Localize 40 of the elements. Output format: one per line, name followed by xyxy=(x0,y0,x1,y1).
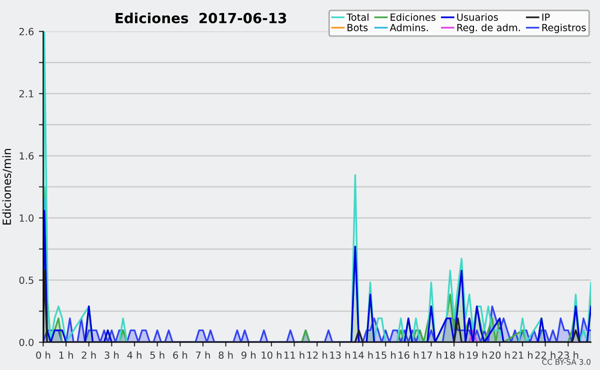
chart-title: Ediciones 2017-06-13 xyxy=(116,12,286,24)
x-tick-label: 1 h xyxy=(59,351,73,359)
legend-label: IP xyxy=(542,14,550,21)
x-tick-label: 18 h xyxy=(444,351,464,359)
x-tick-label: 17 h xyxy=(421,351,442,359)
legend-label: Bots xyxy=(348,24,368,32)
x-tick-label: 5 h xyxy=(150,351,164,359)
x-tick-label: 21 h xyxy=(512,351,533,359)
x-tick-label: 22 h xyxy=(535,351,556,359)
y-axis-title: Ediciones/min xyxy=(2,149,12,225)
x-tick-label: 0 h xyxy=(36,351,50,359)
x-tick-label: 23 h xyxy=(558,351,578,359)
y-tick-label: 1.0 xyxy=(20,214,34,222)
x-tick-label: 3 h xyxy=(104,351,119,359)
x-tick-label: 19 h xyxy=(467,351,487,359)
x-tick-label: 9 h xyxy=(242,351,256,359)
x-tick-label: 11 h xyxy=(284,351,304,359)
y-tick-label: 1.6 xyxy=(20,152,34,160)
legend-label: Registros xyxy=(542,24,586,34)
x-tick-label: 8 h xyxy=(218,351,233,359)
y-tick-label: 2.1 xyxy=(19,90,34,98)
x-tick-label: 7 h xyxy=(196,351,210,359)
legend-label: Reg. de adm. xyxy=(457,24,520,34)
x-tick-label: 16 h xyxy=(398,351,418,359)
y-tick-label: 0.0 xyxy=(19,338,34,346)
x-tick-label: 6 h xyxy=(173,351,188,359)
x-tick-label: 4 h xyxy=(127,351,142,359)
x-tick-label: 2 h xyxy=(82,351,96,359)
legend-label: Admins. xyxy=(390,24,428,32)
legend-label: Total xyxy=(346,13,368,21)
x-tick-label: 10 h xyxy=(262,351,282,359)
x-tick-label: 14 h xyxy=(353,351,373,359)
legend-label: Usuarios xyxy=(457,13,498,21)
y-tick-label: 2.6 xyxy=(19,28,34,36)
x-tick-label: 20 h xyxy=(490,351,510,359)
legend-label: Ediciones xyxy=(390,13,436,21)
x-tick-label: 12 h xyxy=(307,351,328,359)
x-tick-label: 15 h xyxy=(376,351,396,359)
x-tick-label: 13 h xyxy=(330,351,350,359)
y-tick-label: 0.5 xyxy=(19,276,34,284)
